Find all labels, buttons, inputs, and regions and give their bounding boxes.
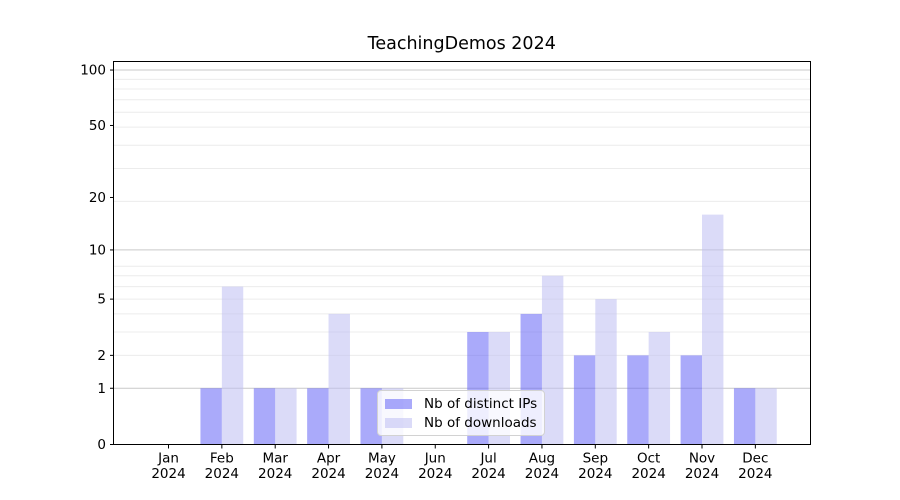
bar-distinct-ips bbox=[253, 388, 276, 445]
x-tick-label: Jun bbox=[424, 451, 446, 467]
bar-downloads bbox=[702, 214, 724, 445]
x-tick-label-year: 2024 bbox=[525, 466, 559, 482]
x-tick-label: Mar bbox=[262, 451, 288, 467]
x-tick-label-year: 2024 bbox=[205, 466, 239, 482]
x-tick-label-year: 2024 bbox=[151, 466, 185, 482]
x-tick-label: Oct bbox=[637, 451, 660, 467]
bar-downloads bbox=[221, 286, 244, 445]
legend-label-downloads: Nb of downloads bbox=[424, 414, 537, 431]
bar-distinct-ips bbox=[307, 388, 329, 445]
y-tick-label: 10 bbox=[89, 242, 106, 258]
legend-swatch-distinct-ips bbox=[385, 398, 412, 409]
x-tick-label-year: 2024 bbox=[258, 466, 292, 482]
bar-downloads bbox=[595, 299, 617, 445]
bar-distinct-ips bbox=[360, 388, 382, 445]
y-tick-label: 5 bbox=[97, 292, 106, 308]
x-tick-label-year: 2024 bbox=[471, 466, 505, 482]
bar-distinct-ips bbox=[680, 355, 702, 445]
x-tick-label-year: 2024 bbox=[685, 466, 719, 482]
legend: Nb of distinct IPs Nb of downloads bbox=[377, 390, 545, 436]
x-tick-label: Jul bbox=[479, 451, 496, 467]
y-tick-label: 0 bbox=[97, 437, 106, 453]
x-tick-label-year: 2024 bbox=[365, 466, 399, 482]
y-tick-label: 100 bbox=[80, 63, 106, 79]
bar-distinct-ips bbox=[573, 355, 596, 445]
x-tick-label-year: 2024 bbox=[578, 466, 612, 482]
x-tick-label: Aug bbox=[529, 451, 555, 467]
bar-downloads bbox=[755, 388, 777, 445]
legend-swatch-downloads bbox=[385, 417, 412, 428]
x-tick-label-year: 2024 bbox=[311, 466, 345, 482]
plot-border bbox=[113, 61, 811, 445]
x-tick-label-year: 2024 bbox=[418, 466, 452, 482]
bar-downloads bbox=[541, 275, 564, 445]
y-tick-label: 1 bbox=[97, 381, 106, 397]
x-tick-label: Jan bbox=[157, 451, 179, 467]
legend-label-distinct-ips: Nb of distinct IPs bbox=[424, 395, 538, 412]
y-tick-label: 2 bbox=[97, 348, 106, 364]
chart-title: TeachingDemos 2024 bbox=[367, 34, 556, 54]
bar-distinct-ips bbox=[200, 388, 222, 445]
bar-distinct-ips bbox=[627, 355, 649, 445]
bar-distinct-ips bbox=[733, 388, 756, 445]
bar-downloads bbox=[275, 388, 297, 445]
x-tick-label: Feb bbox=[210, 451, 234, 467]
x-tick-label: Apr bbox=[317, 451, 341, 467]
x-tick-label: Dec bbox=[742, 451, 768, 467]
bar-downloads bbox=[648, 332, 671, 445]
x-tick-label: Sep bbox=[583, 451, 608, 467]
bar-downloads bbox=[328, 313, 350, 445]
x-tick-label: May bbox=[368, 451, 396, 467]
x-tick-label: Nov bbox=[689, 451, 715, 467]
legend-row: Nb of downloads bbox=[385, 416, 544, 430]
x-tick-label-year: 2024 bbox=[631, 466, 665, 482]
y-tick-label: 50 bbox=[89, 118, 106, 134]
x-tick-label-year: 2024 bbox=[738, 466, 772, 482]
legend-row: Nb of distinct IPs bbox=[385, 397, 544, 411]
y-tick-label: 20 bbox=[89, 190, 106, 206]
